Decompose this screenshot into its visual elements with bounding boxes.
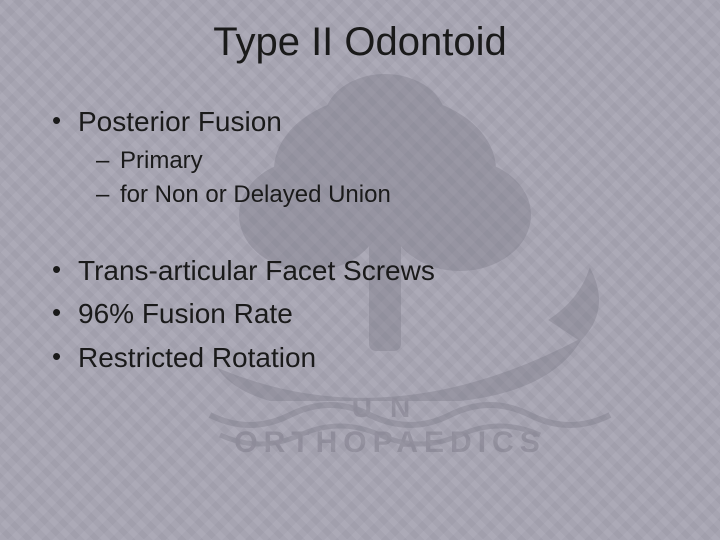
slide-title: Type II Odontoid bbox=[40, 20, 680, 65]
sub-bullet-item: for Non or Delayed Union bbox=[96, 179, 680, 211]
bullet-text: Restricted Rotation bbox=[78, 342, 316, 373]
bullet-list: Trans-articular Facet Screws 96% Fusion … bbox=[46, 252, 680, 377]
bullet-item: Trans-articular Facet Screws bbox=[46, 252, 680, 290]
bullet-text: 96% Fusion Rate bbox=[78, 298, 293, 329]
sub-bullet-text: for Non or Delayed Union bbox=[120, 181, 391, 208]
slide: UN ORTHOPAEDICS Type II Odontoid Posteri… bbox=[0, 0, 720, 540]
bullet-text: Posterior Fusion bbox=[78, 106, 282, 137]
sub-bullet-list: Primary for Non or Delayed Union bbox=[96, 145, 680, 212]
slide-content: Type II Odontoid Posterior Fusion Primar… bbox=[0, 0, 720, 540]
bullet-list: Posterior Fusion Primary for Non or Dela… bbox=[46, 103, 680, 212]
spacer bbox=[40, 218, 680, 252]
bullet-item: Posterior Fusion Primary for Non or Dela… bbox=[46, 103, 680, 212]
bullet-item: Restricted Rotation bbox=[46, 339, 680, 377]
sub-bullet-item: Primary bbox=[96, 145, 680, 177]
bullet-text: Trans-articular Facet Screws bbox=[78, 255, 435, 286]
bullet-item: 96% Fusion Rate bbox=[46, 295, 680, 333]
sub-bullet-text: Primary bbox=[120, 147, 203, 174]
